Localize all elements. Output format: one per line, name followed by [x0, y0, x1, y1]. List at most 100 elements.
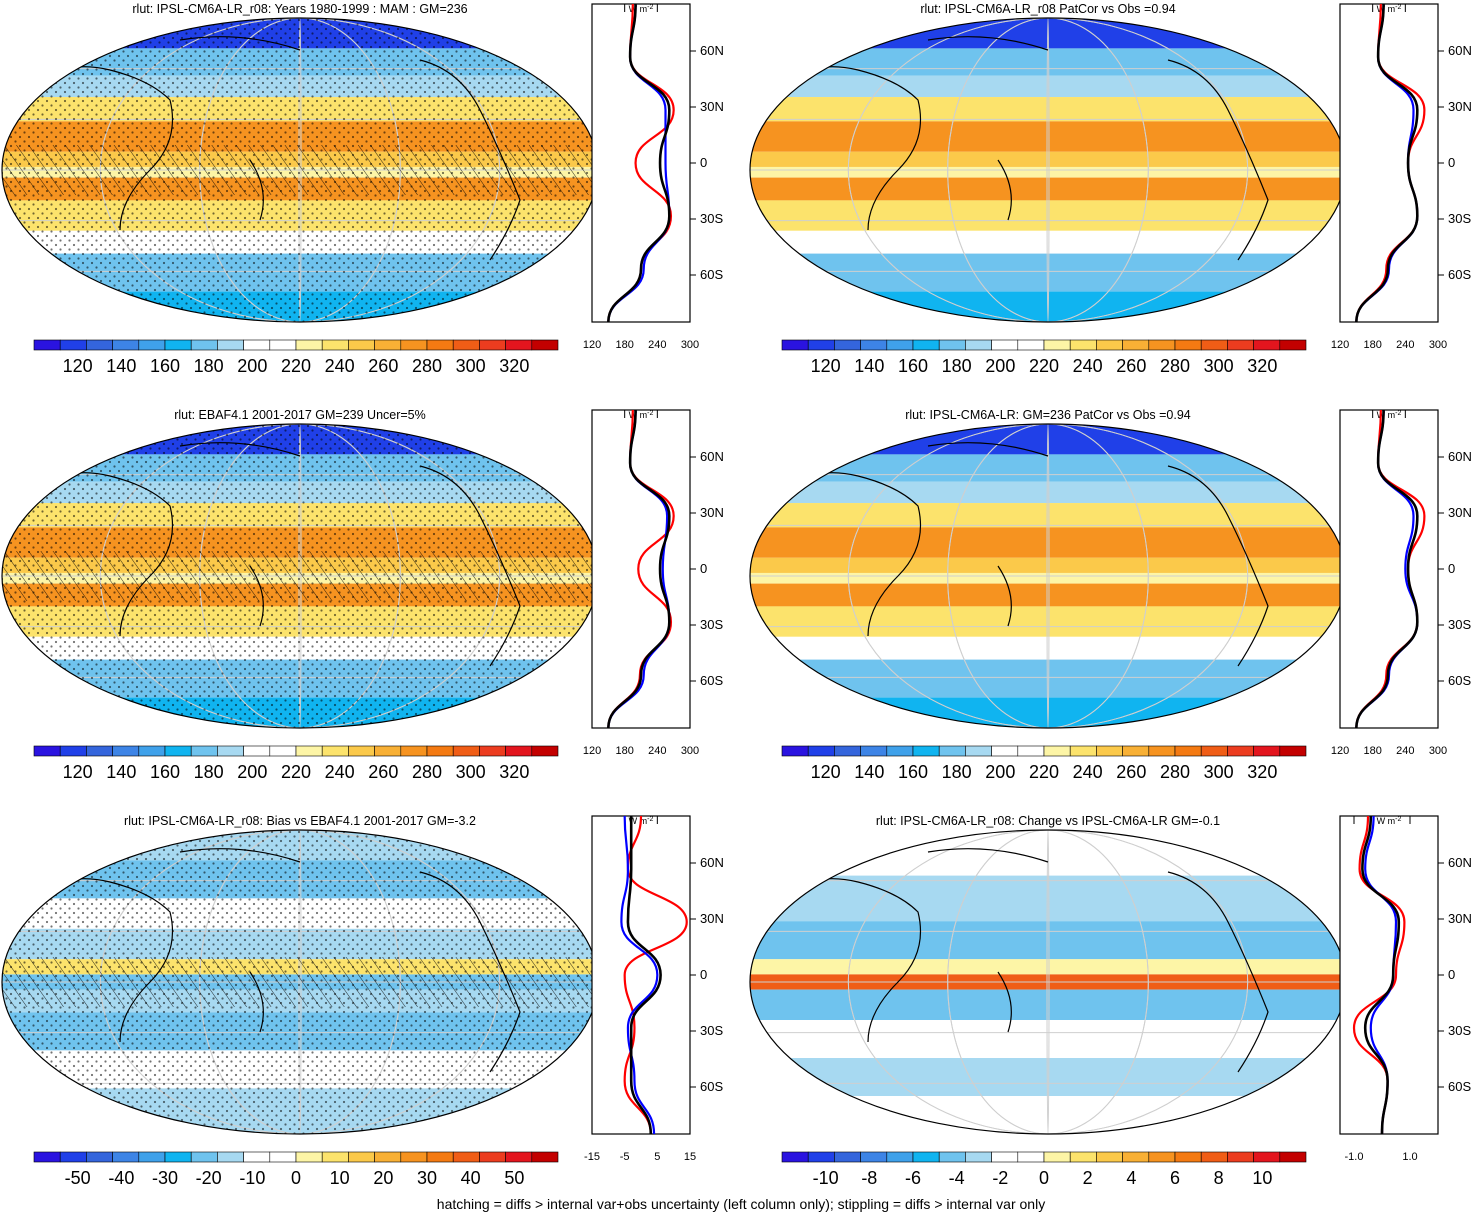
panel-title: rlut: IPSL-CM6A-LR_r08: Years 1980-1999 … [132, 2, 467, 16]
hatching [2, 957, 598, 1007]
colorbar-swatch [1043, 339, 1071, 351]
colorbar-label: 140 [854, 762, 884, 782]
colorbar-swatch [834, 339, 861, 351]
colorbar-label: -40 [108, 1168, 134, 1188]
profile-frame [591, 815, 691, 1135]
unit-label: W m-2 [629, 410, 654, 420]
unit-label: W m-2 [629, 4, 654, 14]
map-band [750, 921, 1346, 960]
colorbar-swatch [348, 745, 375, 757]
colorbar-swatch [1096, 745, 1123, 757]
colorbar-swatch [1174, 745, 1202, 757]
colorbar-swatch [243, 745, 271, 757]
hatching [2, 551, 598, 601]
colorbar-swatch [965, 1151, 992, 1163]
map-band [750, 503, 1346, 528]
colorbar-swatch [400, 1151, 428, 1163]
lat-label: 0 [700, 967, 707, 982]
colorbar-swatch [452, 745, 480, 757]
map-field [2, 18, 598, 322]
colorbar-swatch [938, 1151, 966, 1163]
map-band [750, 1058, 1346, 1096]
profile-tick-label: 120 [583, 745, 601, 757]
lat-label: 30N [1448, 99, 1472, 114]
colorbar-label: 320 [499, 762, 529, 782]
colorbar-label: 10 [1252, 1168, 1272, 1188]
profile-tick-label: 300 [681, 339, 699, 351]
colorbar-swatch [112, 745, 140, 757]
lat-label: 30N [1448, 911, 1472, 926]
footer-note: hatching = diffs > internal var+obs unce… [437, 1196, 1045, 1212]
colorbar-label: -10 [239, 1168, 265, 1188]
map-band [750, 424, 1346, 455]
colorbar-swatch [479, 339, 506, 351]
map-band [750, 959, 1346, 975]
lat-label: 0 [1448, 561, 1455, 576]
colorbar-label: -50 [65, 1168, 91, 1188]
colorbar-swatch [938, 745, 966, 757]
colorbar-swatch [86, 1151, 113, 1163]
colorbar-label: 6 [1170, 1168, 1180, 1188]
profile-tick-label: 5 [654, 1151, 660, 1163]
colorbar-swatch [505, 1151, 533, 1163]
lat-label: 30N [700, 911, 724, 926]
colorbar-swatch [348, 1151, 375, 1163]
colorbar-swatch [1227, 339, 1254, 351]
colorbar-swatch [531, 1151, 559, 1163]
map-field [750, 18, 1346, 322]
map-band [750, 151, 1346, 167]
colorbar-label: 4 [1126, 1168, 1136, 1188]
colorbar-label: 40 [461, 1168, 481, 1188]
colorbar-swatch [505, 339, 533, 351]
colorbar-swatch [1069, 1151, 1097, 1163]
colorbar-label: 220 [1029, 762, 1059, 782]
lat-label: 60N [700, 43, 724, 58]
map-band [750, 557, 1346, 573]
colorbar-swatch [217, 339, 244, 351]
colorbar-label: 240 [1073, 356, 1103, 376]
colorbar-label: 200 [985, 356, 1015, 376]
lat-label: 60S [1448, 267, 1471, 282]
colorbar-swatch [1174, 339, 1202, 351]
colorbar-swatch [217, 745, 244, 757]
colorbar-swatch [1148, 745, 1176, 757]
colorbar-swatch [1043, 745, 1071, 757]
unit-label: W m-2 [1377, 4, 1402, 14]
coastlines [787, 36, 1269, 261]
panel-p5: rlut: IPSL-CM6A-LR_r08: Bias vs EBAF4.1 … [1, 814, 724, 1188]
colorbar-swatch [886, 1151, 914, 1163]
colorbar-label: 120 [811, 762, 841, 782]
coastlines [39, 36, 521, 261]
colorbar-swatch [321, 339, 349, 351]
graticule-lon [947, 424, 1149, 728]
map-band [750, 697, 1346, 728]
colorbar-swatch [374, 745, 402, 757]
profile-line-black [626, 816, 662, 1135]
colorbar-label: 180 [194, 356, 224, 376]
colorbar-swatch [164, 745, 192, 757]
colorbar-label: 160 [150, 356, 180, 376]
map-band [750, 1096, 1346, 1134]
colorbar-swatch [112, 1151, 140, 1163]
colorbar-swatch [781, 339, 809, 351]
colorbar-label: 260 [368, 762, 398, 782]
map-band [750, 200, 1346, 231]
profile-tick-label: 300 [681, 745, 699, 757]
colorbar-label: 260 [1116, 356, 1146, 376]
colorbar-swatch [834, 745, 861, 757]
colorbar-swatch [59, 339, 87, 351]
colorbar-label: 240 [325, 762, 355, 782]
colorbar-swatch [912, 339, 940, 351]
colorbar-label: 50 [504, 1168, 524, 1188]
map-band [750, 291, 1346, 322]
colorbar-swatch [1279, 339, 1307, 351]
colorbar-swatch [1174, 1151, 1202, 1163]
colorbar-swatch [426, 745, 454, 757]
colorbar-label: 10 [330, 1168, 350, 1188]
colorbar-swatch [295, 1151, 323, 1163]
colorbar-label: 160 [898, 762, 928, 782]
panel-p2: rlut: IPSL-CM6A-LR_r08 PatCor vs Obs =0.… [749, 2, 1472, 376]
colorbar-label: -20 [196, 1168, 222, 1188]
map-band [750, 1020, 1346, 1058]
